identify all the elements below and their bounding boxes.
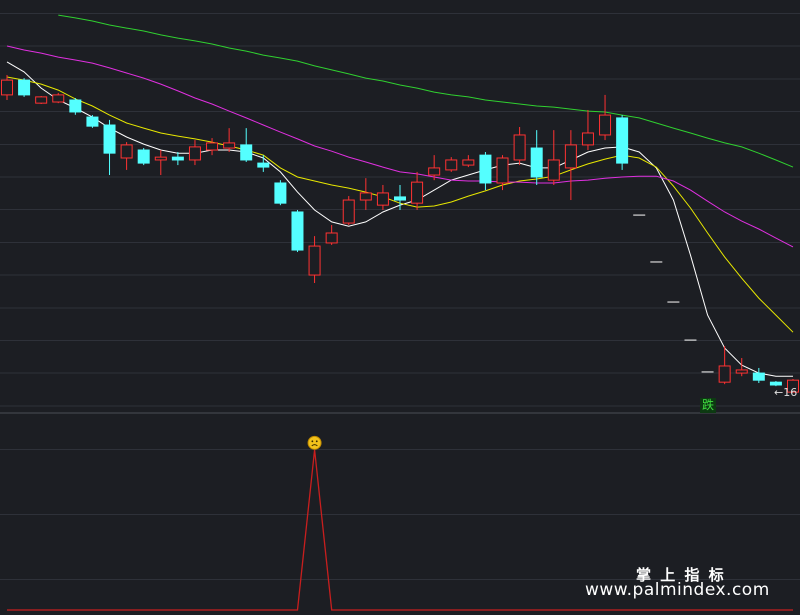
candle-body xyxy=(735,369,748,374)
candle-body xyxy=(342,199,355,224)
candle-body xyxy=(547,159,560,181)
candle-body xyxy=(69,99,82,113)
candle-body xyxy=(206,142,219,151)
candle-body xyxy=(223,142,236,149)
watermark-url: www.palmindex.com xyxy=(585,580,770,600)
signal-icon-mouth xyxy=(311,444,318,447)
candle-body xyxy=(445,159,458,171)
candle-body xyxy=(359,192,372,201)
candle-body xyxy=(530,147,543,178)
moving-average-line xyxy=(6,45,794,248)
watermark-title: 掌 上 指 标 xyxy=(636,566,726,584)
candle-body xyxy=(752,372,765,381)
candle-body xyxy=(769,381,782,386)
candle-body xyxy=(308,245,321,276)
indicator-line xyxy=(7,449,793,611)
candle-body xyxy=(154,156,167,161)
candle-body xyxy=(325,232,338,244)
moving-average-line xyxy=(6,61,793,377)
candle-body xyxy=(411,181,424,204)
candle-body xyxy=(394,196,406,201)
candle-body xyxy=(1,79,13,96)
candle-body xyxy=(103,124,116,154)
candle-body xyxy=(171,156,184,161)
signal-icon-eye xyxy=(315,440,318,443)
moving-average-line xyxy=(58,14,794,168)
candle-body xyxy=(581,132,594,146)
candle-body xyxy=(428,167,441,176)
candle-body xyxy=(291,211,304,251)
candle-body xyxy=(616,117,629,164)
signal-icon xyxy=(307,435,322,450)
candle-body xyxy=(376,192,389,206)
candle-body xyxy=(188,146,201,161)
candle-body xyxy=(479,154,492,184)
signal-label: 跌 xyxy=(700,398,717,413)
candle-body xyxy=(564,144,577,169)
candle-body xyxy=(240,144,253,161)
price-label: ←16 xyxy=(774,386,798,399)
candle-body xyxy=(120,144,133,159)
candle-body xyxy=(787,379,799,393)
candle-body xyxy=(137,149,150,164)
candle-body xyxy=(496,157,509,184)
candle-body xyxy=(35,96,48,104)
candle-body xyxy=(257,162,270,168)
candle-body xyxy=(274,182,287,204)
signal-icon-eye xyxy=(311,440,314,443)
candle-body xyxy=(513,134,526,161)
candle-body xyxy=(599,114,612,136)
grid xyxy=(0,413,800,615)
candle-body xyxy=(18,79,31,96)
candle-body xyxy=(718,365,731,383)
candle-body xyxy=(52,94,65,103)
candle-body xyxy=(462,159,475,166)
candle-body xyxy=(86,116,99,127)
